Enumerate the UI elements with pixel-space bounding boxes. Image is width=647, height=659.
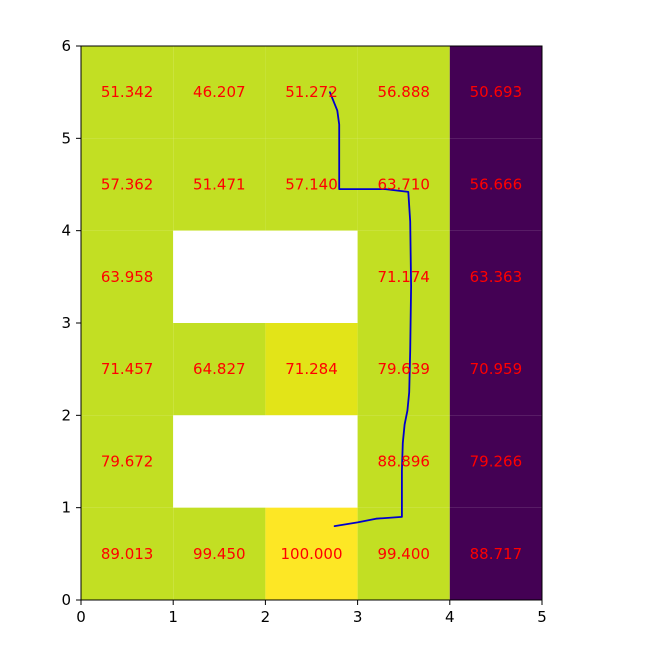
x-tick-label: 0: [76, 608, 86, 626]
y-tick-label: 4: [61, 222, 71, 240]
y-tick-label: 2: [61, 406, 71, 424]
heatmap-cell: [173, 46, 266, 139]
y-tick-label: 3: [61, 314, 71, 332]
heatmap-cell: [173, 415, 266, 508]
heatmap-cells: [81, 46, 542, 600]
cell-value-label: 63.958: [101, 268, 154, 286]
cell-value-label: 99.400: [377, 545, 430, 563]
cell-value-label: 71.174: [377, 268, 430, 286]
cell-value-label: 63.710: [377, 176, 430, 194]
heatmap-cell: [265, 507, 358, 600]
x-tick-label: 1: [168, 608, 178, 626]
cell-value-label: 70.959: [470, 360, 523, 378]
trajectory-line: [329, 91, 412, 527]
y-tick-label: 1: [61, 499, 71, 517]
heatmap-cell: [449, 415, 542, 508]
heatmap-cell: [265, 138, 358, 231]
heatmap-cell: [81, 323, 174, 416]
heatmap-cell: [449, 230, 542, 323]
heatmap-cell: [449, 323, 542, 416]
heatmap-cell: [265, 415, 358, 508]
cell-value-label: 99.450: [193, 545, 246, 563]
y-axis: 0 1 2 3 4 5 6: [61, 37, 81, 609]
heatmap-cell: [173, 323, 266, 416]
heatmap-cell: [81, 507, 174, 600]
heatmap-cell: [173, 230, 266, 323]
cell-value-label: 79.672: [101, 453, 154, 471]
cell-value-label: 56.888: [377, 83, 430, 101]
heatmap-cell: [265, 230, 358, 323]
heatmap-cell: [357, 507, 450, 600]
cell-value-label: 71.284: [285, 360, 338, 378]
heatmap-cell: [81, 415, 174, 508]
cell-value-label: 79.266: [470, 453, 523, 471]
heatmap-cell: [81, 46, 174, 139]
x-axis: 0 1 2 3 4 5: [76, 600, 547, 626]
cell-value-label: 88.896: [377, 453, 430, 471]
cell-value-label: 51.471: [193, 176, 246, 194]
heatmap-cell: [173, 138, 266, 231]
y-tick-label: 5: [61, 129, 71, 147]
heatmap-cell: [81, 138, 174, 231]
heatmap-cell: [265, 323, 358, 416]
trajectory-layer: [329, 91, 412, 527]
cell-value-label: 89.013: [101, 545, 154, 563]
heatmap-cell: [449, 138, 542, 231]
cell-value-label: 71.457: [101, 360, 154, 378]
cell-value-label: 79.639: [377, 360, 430, 378]
cell-value-labels: 51.342 46.207 51.272 56.888 50.693 57.362 51.4…: [101, 83, 522, 563]
y-tick-label: 0: [61, 591, 71, 609]
cell-value-label: 100.000: [280, 545, 342, 563]
x-tick-label: 2: [261, 608, 271, 626]
cell-value-label: 57.140: [285, 176, 338, 194]
cell-value-label: 63.363: [470, 268, 523, 286]
heatmap-cell: [357, 138, 450, 231]
y-tick-label: 6: [61, 37, 71, 55]
heatmap-cell: [173, 507, 266, 600]
cell-value-label: 51.342: [101, 83, 154, 101]
heatmap-cell: [357, 323, 450, 416]
cell-value-label: 57.362: [101, 176, 154, 194]
heatmap-cell: [265, 46, 358, 139]
cell-value-label: 56.666: [470, 176, 523, 194]
cell-value-label: 64.827: [193, 360, 246, 378]
cell-value-label: 50.693: [470, 83, 523, 101]
cell-value-label: 88.717: [470, 545, 523, 563]
heatmap-cell: [449, 46, 542, 139]
cell-value-label: 46.207: [193, 83, 246, 101]
heatmap-cell: [449, 507, 542, 600]
cell-value-label: 51.272: [285, 83, 338, 101]
x-tick-label: 5: [537, 608, 547, 626]
x-tick-label: 3: [353, 608, 363, 626]
x-tick-label: 4: [445, 608, 455, 626]
heatmap-cell: [357, 46, 450, 139]
heatmap-cell: [81, 230, 174, 323]
heatmap-cell: [357, 230, 450, 323]
